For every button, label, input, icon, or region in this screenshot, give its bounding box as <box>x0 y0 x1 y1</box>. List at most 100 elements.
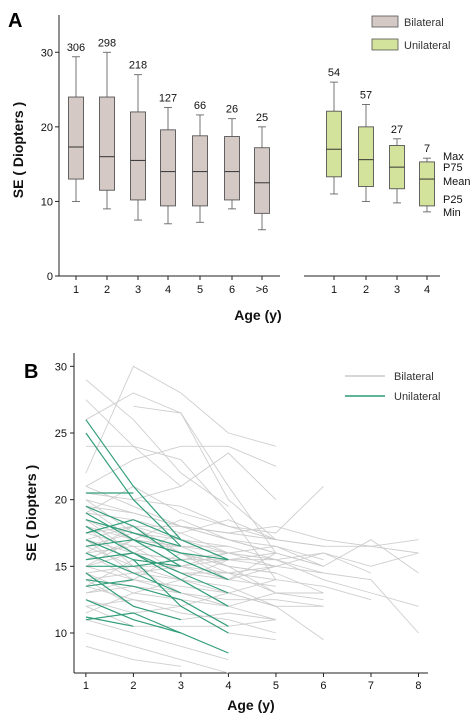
b-x-tick-label: 5 <box>273 680 279 692</box>
b-line-bilateral <box>85 592 229 614</box>
b-line-bilateral <box>85 379 229 507</box>
b-line-unilateral <box>85 539 229 561</box>
a-box-iqr <box>419 161 435 207</box>
a-x-tick-label: 1 <box>331 284 337 296</box>
b-line-bilateral <box>133 499 277 541</box>
a-box-unilateral <box>326 81 342 195</box>
b-line-bilateral <box>133 405 277 541</box>
b-line-bilateral <box>85 619 229 661</box>
a-box-iqr <box>254 147 270 214</box>
b-line-unilateral <box>85 559 181 567</box>
a-x-tick-label: 3 <box>135 284 141 296</box>
a-y-axis-title: SE ( Diopters ) <box>10 102 26 198</box>
b-line-unilateral <box>85 512 182 567</box>
a-x-tick-label: 2 <box>363 284 369 296</box>
b-x-axis-title: Age (y) <box>227 697 274 713</box>
a-box-unilateral <box>358 104 374 202</box>
a-x-tick-label: 6 <box>229 284 235 296</box>
b-line-bilateral <box>85 445 277 487</box>
b-line-bilateral <box>85 519 324 554</box>
a-count-label: 306 <box>67 42 85 54</box>
a-key-label-mean: Mean <box>443 176 471 188</box>
b-x-tick-label: 3 <box>178 680 184 692</box>
b-line-bilateral <box>85 452 277 501</box>
a-legend-swatch-bilateral <box>371 15 399 28</box>
a-count-label: 298 <box>98 37 116 49</box>
a-box-bilateral <box>192 114 208 223</box>
a-count-label: 57 <box>360 89 372 101</box>
b-line-bilateral <box>85 645 181 667</box>
b-x-tick-label: 6 <box>320 680 326 692</box>
b-line-bilateral <box>85 605 276 627</box>
a-legend-label-unilateral: Unilateral <box>404 40 450 52</box>
b-line-unilateral <box>85 519 182 541</box>
b-y-tick-label: 30 <box>55 361 67 373</box>
b-line-unilateral <box>85 432 182 547</box>
panel-a-label: A <box>8 10 22 32</box>
b-line-bilateral <box>85 585 324 607</box>
a-y-tick-label: 30 <box>41 47 53 59</box>
a-legend-swatch-unilateral <box>371 38 399 51</box>
a-count-label: 27 <box>391 124 403 136</box>
a-count-label: 218 <box>129 60 147 72</box>
b-line-unilateral <box>85 612 182 634</box>
a-box-iqr <box>160 129 176 207</box>
a-box-iqr <box>68 96 84 180</box>
b-y-tick-label: 10 <box>55 628 67 640</box>
a-x-tick-label: 4 <box>165 284 171 296</box>
b-x-tick-label: 8 <box>415 680 421 692</box>
a-x-tick-label: 2 <box>104 284 110 296</box>
b-line-bilateral <box>85 632 229 674</box>
panel-b-label: B <box>24 361 38 383</box>
b-line-bilateral <box>85 399 182 487</box>
b-x-tick-label: 7 <box>368 680 374 692</box>
a-box-iqr <box>99 96 115 191</box>
a-box-unilateral <box>389 138 405 204</box>
a-box-unilateral <box>419 157 435 213</box>
b-line-bilateral <box>85 532 419 574</box>
a-box-bilateral <box>68 56 84 202</box>
b-line-bilateral <box>85 539 324 581</box>
b-line-unilateral <box>85 599 229 654</box>
a-x-tick-label: 5 <box>197 284 203 296</box>
b-line-bilateral <box>85 485 324 534</box>
a-box-iqr <box>326 110 342 178</box>
a-box-bilateral <box>160 107 176 225</box>
a-y-tick-label: 20 <box>41 122 53 134</box>
b-x-tick-label: 1 <box>83 680 89 692</box>
b-legend-label-unilateral: Unilateral <box>394 391 440 403</box>
b-y-tick-label: 15 <box>55 561 67 573</box>
b-x-tick-label: 4 <box>225 680 231 692</box>
a-key-label-min: Min <box>443 207 461 219</box>
a-x-tick-label: 4 <box>424 284 430 296</box>
b-line-unilateral <box>85 552 182 594</box>
a-x-tick-label: 1 <box>73 284 79 296</box>
a-count-label: 25 <box>256 112 268 124</box>
b-line-bilateral <box>85 579 277 594</box>
a-y-tick-label: 10 <box>41 196 53 208</box>
a-count-label: 26 <box>226 104 238 116</box>
a-legend-label-bilateral: Bilateral <box>404 17 444 29</box>
a-count-label: 7 <box>424 143 430 155</box>
b-line-unilateral <box>85 579 134 587</box>
b-y-tick-label: 25 <box>55 428 67 440</box>
b-y-axis-title: SE ( Diopters ) <box>23 465 39 561</box>
panel-b-trajectories: B 10 15 20 25 30 1 2 3 4 5 6 7 8 SE ( Diopters ) Age (… <box>23 353 440 713</box>
a-x-tick-label: >6 <box>256 284 269 296</box>
b-x-tick-label: 2 <box>130 680 136 692</box>
a-box-iqr <box>358 126 374 187</box>
a-key-label-p25: P25 <box>443 194 463 206</box>
a-count-label: 127 <box>159 92 177 104</box>
a-key-label-p75: P75 <box>443 162 463 174</box>
b-line-unilateral <box>132 559 229 634</box>
a-x-axis-title: Age (y) <box>234 307 281 323</box>
b-y-tick-label: 20 <box>55 495 67 507</box>
b-line-unilateral <box>85 552 229 607</box>
b-line-unilateral <box>85 419 229 561</box>
a-box-bilateral <box>130 74 146 221</box>
b-line-unilateral <box>85 519 182 547</box>
b-legend-label-bilateral: Bilateral <box>394 371 434 383</box>
b-line-bilateral <box>85 365 277 474</box>
